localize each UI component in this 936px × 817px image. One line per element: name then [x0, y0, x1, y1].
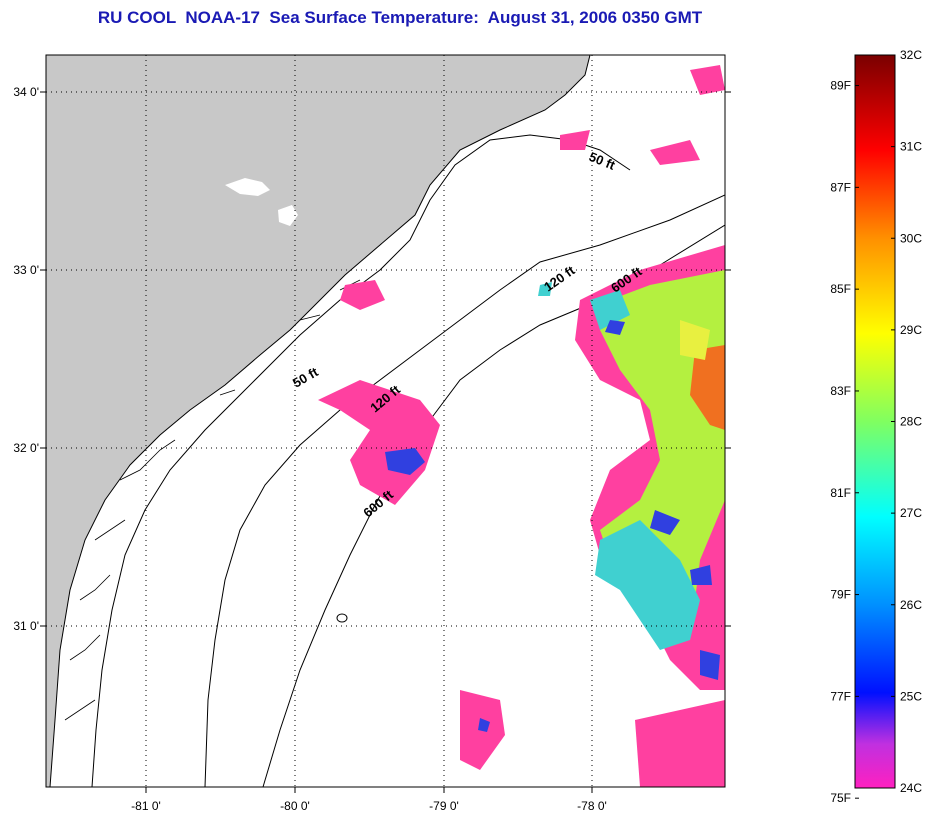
- coastline: [49, 55, 591, 787]
- lat-tick-label: 31 0': [13, 619, 39, 633]
- lon-tick-label: -78 0': [577, 799, 607, 813]
- lat-tick-label: 32 0': [13, 441, 39, 455]
- inland-lake: [278, 205, 298, 226]
- small-contour-ring: [336, 613, 348, 623]
- sst-pixels: [318, 65, 725, 787]
- lon-tick-label: -80 0': [280, 799, 310, 813]
- depth-contour-50ft: [91, 134, 631, 787]
- tick-marks: [40, 91, 731, 793]
- graticule: [46, 55, 725, 787]
- lat-tick-label: 34 0': [13, 85, 39, 99]
- land-area: [46, 55, 590, 787]
- lon-tick-label: -79 0': [429, 799, 459, 813]
- lon-tick-label: -81 0': [131, 799, 161, 813]
- lat-tick-label: 33 0': [13, 263, 39, 277]
- chart-title: RU COOL NOAA-17 Sea Surface Temperature:…: [97, 8, 703, 27]
- map-frame: [45, 54, 726, 788]
- inland-lake: [225, 178, 270, 196]
